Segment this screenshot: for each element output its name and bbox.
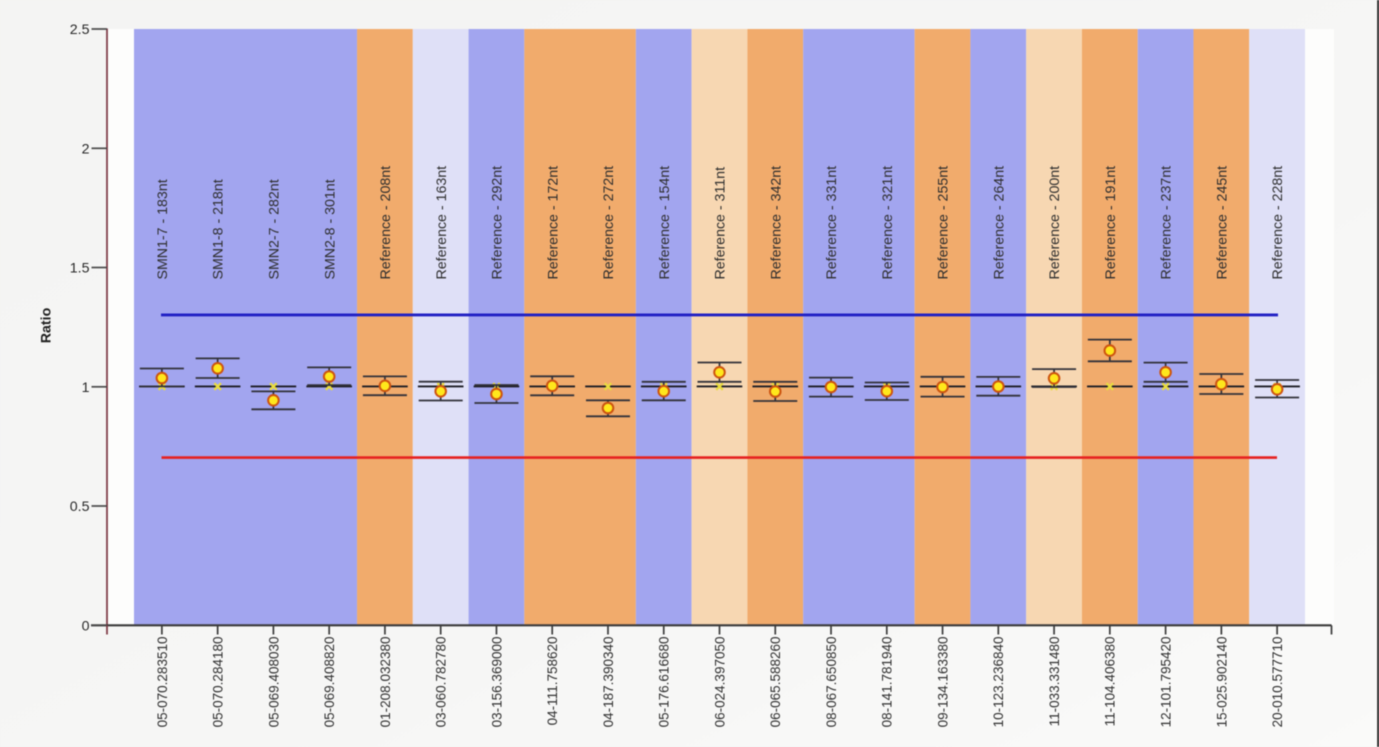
svg-text:06-065.588260: 06-065.588260 (768, 637, 783, 728)
svg-text:Reference - 272nt: Reference - 272nt (601, 166, 617, 280)
svg-text:Reference - 208nt: Reference - 208nt (378, 166, 394, 280)
svg-text:09-134.163380: 09-134.163380 (935, 636, 950, 727)
svg-text:12-101.795420: 12-101.795420 (1159, 637, 1174, 728)
svg-text:1.5: 1.5 (70, 261, 90, 277)
svg-text:Reference - 292nt: Reference - 292nt (490, 166, 506, 280)
svg-text:Reference - 331nt: Reference - 331nt (824, 166, 840, 280)
svg-text:SMN2-7 - 282nt: SMN2-7 - 282nt (267, 179, 283, 279)
svg-text:Reference - 228nt: Reference - 228nt (1270, 166, 1286, 280)
svg-text:Reference - 172nt: Reference - 172nt (545, 166, 561, 280)
svg-text:1: 1 (82, 380, 90, 396)
svg-text:11-104.406380: 11-104.406380 (1103, 637, 1118, 727)
svg-text:0: 0 (82, 618, 90, 634)
svg-text:03-156.369000: 03-156.369000 (489, 637, 504, 728)
svg-text:0.5: 0.5 (70, 499, 90, 515)
svg-text:05-070.284180: 05-070.284180 (211, 637, 226, 728)
svg-text:05-069.408820: 05-069.408820 (322, 637, 337, 728)
svg-text:SMN1-8 - 218nt: SMN1-8 - 218nt (211, 179, 227, 279)
svg-text:Reference - 200nt: Reference - 200nt (1047, 166, 1063, 280)
svg-text:04-111.758620: 04-111.758620 (545, 637, 560, 726)
svg-text:Reference - 321nt: Reference - 321nt (880, 166, 896, 280)
svg-text:Reference - 163nt: Reference - 163nt (434, 166, 450, 280)
svg-text:Reference - 311nt: Reference - 311nt (713, 167, 729, 280)
svg-text:20-010.577710: 20-010.577710 (1270, 637, 1285, 728)
svg-text:03-060.782780: 03-060.782780 (434, 637, 449, 728)
svg-text:Reference - 237nt: Reference - 237nt (1159, 166, 1175, 280)
svg-text:11-033.331480: 11-033.331480 (1047, 637, 1062, 727)
svg-text:Reference - 342nt: Reference - 342nt (768, 166, 784, 280)
svg-text:Reference - 154nt: Reference - 154nt (657, 166, 673, 280)
svg-text:05-070.283510: 05-070.283510 (155, 637, 170, 728)
svg-text:Reference - 191nt: Reference - 191nt (1103, 166, 1119, 280)
svg-text:Ratio: Ratio (39, 307, 55, 343)
svg-text:01-208.032380: 01-208.032380 (378, 637, 393, 728)
svg-text:10-123.236840: 10-123.236840 (991, 636, 1006, 727)
svg-text:06-024.397050: 06-024.397050 (712, 637, 727, 728)
svg-text:Reference - 264nt: Reference - 264nt (991, 166, 1007, 280)
svg-text:2.5: 2.5 (70, 22, 90, 38)
svg-text:04-187.390340: 04-187.390340 (601, 637, 616, 728)
svg-text:2: 2 (82, 141, 90, 157)
svg-text:Reference - 245nt: Reference - 245nt (1214, 166, 1230, 280)
svg-text:Reference - 255nt: Reference - 255nt (936, 166, 952, 280)
svg-text:05-176.616680: 05-176.616680 (657, 637, 672, 728)
svg-text:08-067.650850: 08-067.650850 (824, 637, 839, 728)
svg-text:08-141.781940: 08-141.781940 (880, 637, 895, 728)
svg-text:15-025.902140: 15-025.902140 (1214, 637, 1229, 728)
svg-text:05-069.408030: 05-069.408030 (266, 637, 281, 728)
svg-text:SMN1-7 - 183nt: SMN1-7 - 183nt (155, 179, 171, 279)
svg-text:SMN2-8 - 301nt: SMN2-8 - 301nt (322, 179, 338, 279)
